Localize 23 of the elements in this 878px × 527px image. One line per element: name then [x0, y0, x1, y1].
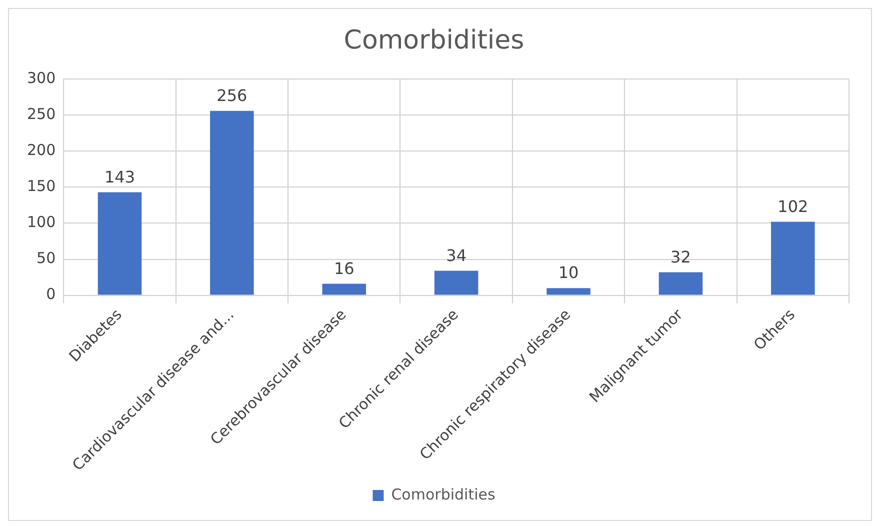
y-tick-label: 0 — [46, 285, 56, 304]
data-label: 256 — [216, 86, 248, 106]
legend-label: Comorbidities — [391, 485, 496, 504]
bar — [98, 192, 142, 295]
y-tick-label: 150 — [26, 177, 56, 196]
bar — [771, 222, 815, 295]
bar — [434, 270, 478, 295]
y-tick-label: 50 — [36, 249, 56, 268]
bar — [322, 284, 366, 295]
data-label: 102 — [778, 196, 808, 216]
chart-title: Comorbidities — [344, 25, 524, 56]
y-tick-label: 300 — [26, 69, 56, 88]
data-label: 10 — [558, 263, 579, 282]
data-label: 34 — [446, 246, 466, 265]
bar — [658, 272, 703, 295]
data-label: 16 — [334, 258, 354, 278]
y-tick-label: 250 — [26, 105, 56, 124]
data-label: 32 — [670, 247, 691, 266]
y-tick-label: 100 — [26, 213, 56, 232]
data-label: 143 — [104, 167, 135, 186]
bar — [210, 110, 254, 295]
y-tick-label: 200 — [26, 141, 56, 160]
bar — [546, 288, 590, 295]
